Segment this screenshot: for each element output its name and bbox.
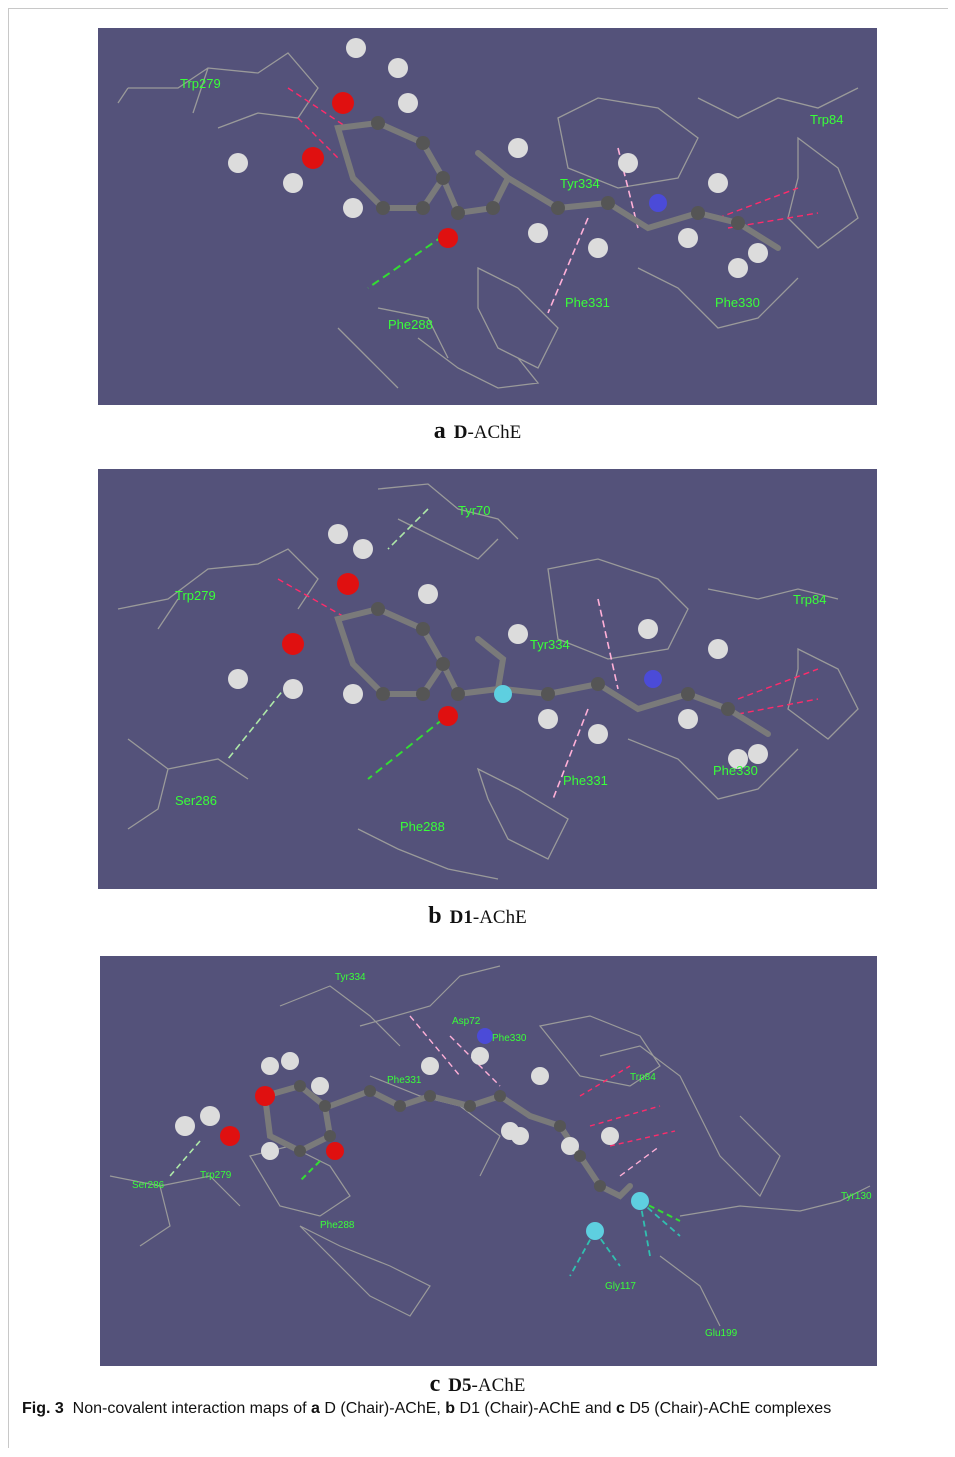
- panel-a-caption: a D-AChE: [0, 418, 955, 445]
- figure-label: Fig. 3: [22, 1400, 64, 1417]
- residue-label: Trp279: [180, 76, 221, 91]
- panel-b-caption: b D1-AChE: [0, 903, 955, 930]
- residue-label: Tyr334: [560, 176, 600, 191]
- residue-label: Phe330: [492, 1033, 527, 1044]
- molecule-name: D1: [449, 907, 473, 928]
- residue-label: Phe331: [565, 295, 610, 310]
- page-border-left: [8, 8, 9, 1448]
- residue-label: Phe331: [387, 1075, 422, 1086]
- residue-label: Phe288: [400, 819, 445, 834]
- molecule-name: D: [453, 422, 468, 443]
- panel-b-molecule-render: Tyr70 Trp279 Trp84 Tyr334 Phe331 Phe330 …: [117, 483, 859, 880]
- residue-label: Tyr334: [335, 972, 366, 983]
- caption-text: D5 (Chair)-AChE complexes: [624, 1400, 832, 1417]
- panel-c-image: Tyr334 Asp72 Phe330 Phe331 Trp84 Ser286 …: [100, 956, 877, 1366]
- residue-label: Phe330: [713, 763, 758, 778]
- residue-label: Phe331: [563, 773, 608, 788]
- residue-label: Trp84: [630, 1072, 656, 1083]
- caption-text: D (Chair)-AChE,: [319, 1400, 446, 1417]
- panel-a-molecule-render: Trp279 Trp84 Tyr334 Phe331 Phe330 Phe288: [117, 38, 859, 389]
- residue-label: Phe288: [320, 1220, 355, 1231]
- residue-label: Trp84: [810, 112, 843, 127]
- panel-letter: a: [433, 418, 446, 444]
- caption-letter-c: c: [616, 1400, 625, 1417]
- complex-suffix: -AChE: [467, 422, 522, 443]
- residue-label: Glu199: [705, 1328, 738, 1339]
- figure-caption: Fig. 3 Non-covalent interaction maps of …: [22, 1398, 922, 1420]
- residue-label: Phe288: [388, 317, 433, 332]
- residue-label: Tyr70: [458, 503, 491, 518]
- complex-suffix: -AChE: [472, 907, 527, 928]
- panel-letter: b: [428, 903, 442, 929]
- residue-label: Ser286: [132, 1180, 165, 1191]
- residue-label: Trp279: [175, 588, 216, 603]
- caption-text: D1 (Chair)-AChE and: [455, 1400, 617, 1417]
- panel-letter: c: [429, 1371, 441, 1397]
- residue-label: Tyr130: [841, 1191, 872, 1202]
- residue-label: Trp84: [793, 592, 826, 607]
- complex-suffix: -AChE: [471, 1375, 526, 1396]
- residue-label: Phe330: [715, 295, 760, 310]
- molecule-name: D5: [448, 1375, 472, 1396]
- caption-text: Non-covalent interaction maps of: [72, 1400, 312, 1417]
- panel-c-caption: c D5-AChE: [0, 1371, 955, 1398]
- residue-label: Trp279: [200, 1170, 232, 1181]
- panel-b-image: Tyr70 Trp279 Trp84 Tyr334 Phe331 Phe330 …: [98, 469, 877, 889]
- caption-letter-a: a: [311, 1400, 320, 1417]
- panel-a-image: Trp279 Trp84 Tyr334 Phe331 Phe330 Phe288: [98, 28, 877, 405]
- residue-label: Ser286: [175, 793, 217, 808]
- caption-letter-b: b: [445, 1400, 456, 1417]
- residue-label: Tyr334: [530, 637, 570, 652]
- residue-label: Asp72: [452, 1016, 481, 1027]
- residue-label: Gly117: [605, 1281, 636, 1292]
- panel-c-molecule-render: Tyr334 Asp72 Phe330 Phe331 Trp84 Ser286 …: [109, 965, 872, 1339]
- page-border-top: [8, 8, 948, 9]
